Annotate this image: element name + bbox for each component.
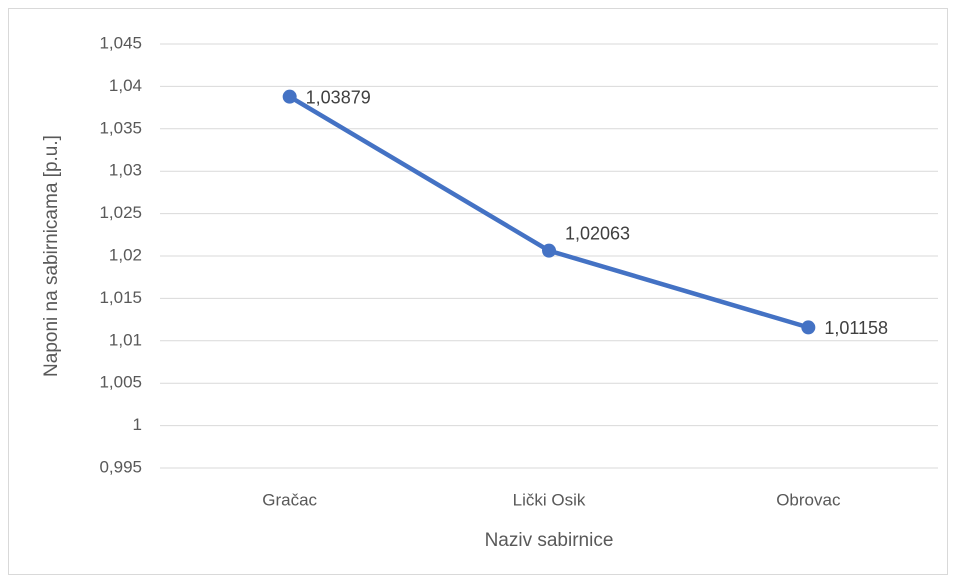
data-point xyxy=(282,89,297,104)
x-tick-label: Gračac xyxy=(262,490,317,509)
y-tick-label: 1,02 xyxy=(109,245,142,264)
y-tick-label: 0,995 xyxy=(99,457,142,476)
data-point xyxy=(542,243,556,258)
data-label: 1,03879 xyxy=(306,87,371,107)
y-tick-label: 1,035 xyxy=(99,118,142,137)
x-axis-title: Naziv sabirnice xyxy=(485,530,614,551)
y-axis-title: Naponi na sabirnicama [p.u.] xyxy=(41,135,62,377)
data-label: 1,01158 xyxy=(824,318,888,338)
x-tick-label: Lički Osik xyxy=(513,490,586,509)
x-tick-label: Obrovac xyxy=(776,490,841,509)
y-tick-label: 1,015 xyxy=(99,288,142,307)
y-tick-label: 1,025 xyxy=(99,203,142,222)
y-tick-label: 1,04 xyxy=(109,76,142,95)
y-tick-label: 1,045 xyxy=(99,33,142,52)
y-tick-label: 1,005 xyxy=(99,373,142,392)
y-tick-label: 1,01 xyxy=(109,330,142,349)
y-tick-label: 1,03 xyxy=(109,161,142,180)
y-tick-label: 1 xyxy=(133,415,142,434)
data-point xyxy=(801,320,816,335)
data-label: 1,02063 xyxy=(565,223,630,243)
chart-border xyxy=(8,8,948,575)
